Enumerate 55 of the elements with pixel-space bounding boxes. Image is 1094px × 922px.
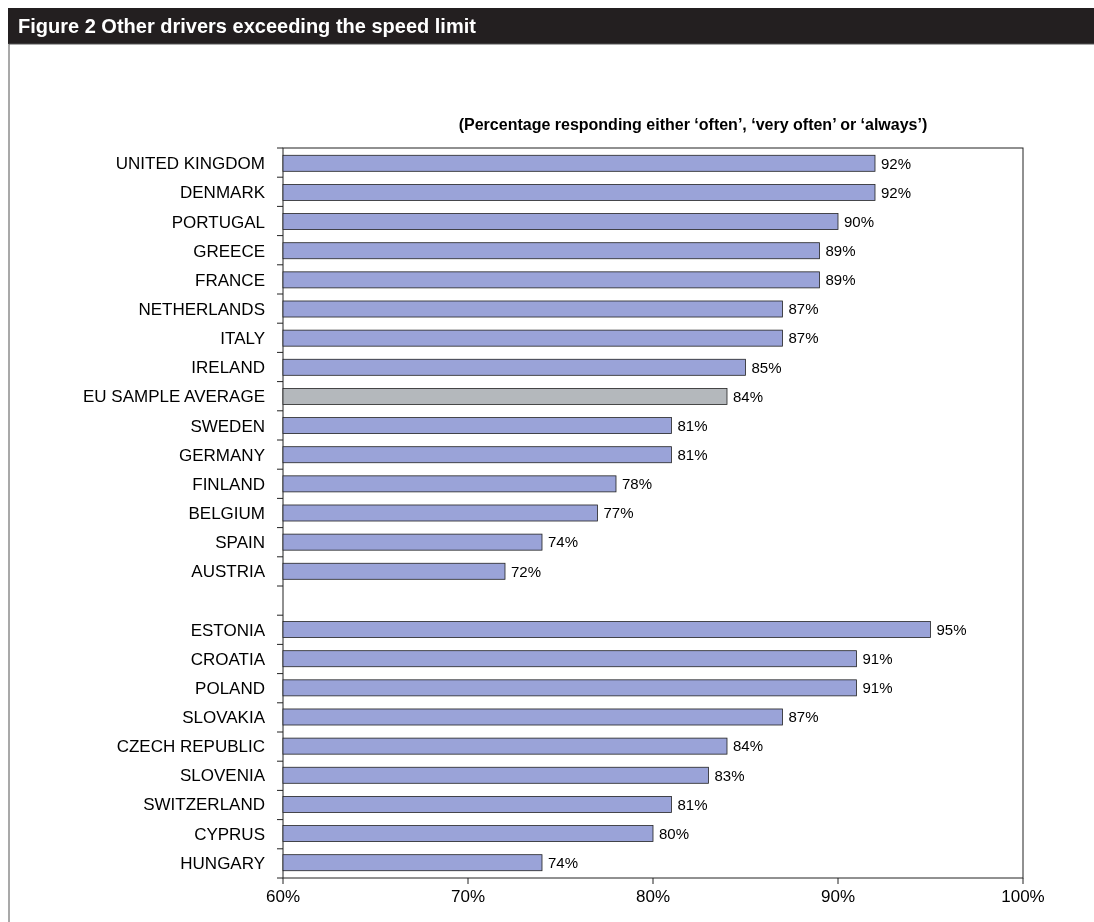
data-label: 87% bbox=[788, 329, 819, 347]
chart-subtitle: (Percentage responding either ‘often’, ‘very often’ or ‘always’) bbox=[458, 116, 928, 133]
data-label: 89% bbox=[825, 241, 856, 259]
y-tick-label: ESTONIA bbox=[190, 620, 266, 640]
y-tick-label: SWEDEN bbox=[190, 416, 265, 436]
x-tick-label: 80% bbox=[635, 887, 671, 906]
y-tick-label: BELGIUM bbox=[188, 503, 265, 523]
data-label: 74% bbox=[548, 853, 579, 871]
data-label: 81% bbox=[677, 445, 708, 463]
y-tick-label: GERMANY bbox=[179, 445, 265, 465]
y-tick-label: AUSTRIA bbox=[191, 562, 266, 582]
y-tick-label: SPAIN bbox=[215, 533, 265, 553]
y-tick-label: HUNGARY bbox=[180, 853, 265, 873]
y-tick-label: IRELAND bbox=[191, 358, 265, 378]
data-label: 81% bbox=[677, 416, 708, 434]
y-tick-label: CROATIA bbox=[190, 649, 266, 669]
data-label: 81% bbox=[677, 795, 708, 813]
data-label: 78% bbox=[622, 475, 653, 493]
data-label: 87% bbox=[788, 300, 819, 318]
y-tick-label: DENMARK bbox=[179, 183, 266, 203]
y-tick-label: FRANCE bbox=[195, 270, 265, 290]
y-tick-label: CZECH REPUBLIC bbox=[116, 737, 265, 757]
chart-title: Figure 2 Other drivers exceeding the speed limit bbox=[18, 15, 477, 37]
x-tick-label: 100% bbox=[1001, 887, 1045, 906]
y-tick-label: POLAND bbox=[195, 678, 265, 698]
y-tick-label: GREECE bbox=[193, 241, 265, 261]
data-label: 84% bbox=[733, 387, 764, 405]
data-label: 85% bbox=[751, 358, 782, 376]
data-label: 87% bbox=[788, 708, 819, 726]
x-tick-label: 70% bbox=[450, 887, 486, 906]
y-tick-label: NETHERLANDS bbox=[138, 299, 265, 319]
data-label: 89% bbox=[825, 271, 856, 289]
data-label: 74% bbox=[548, 533, 579, 551]
data-label: 83% bbox=[714, 766, 745, 784]
data-label: 80% bbox=[659, 824, 690, 842]
y-tick-label: UNITED KINGDOM bbox=[115, 154, 265, 174]
data-label: 77% bbox=[603, 504, 634, 522]
data-label: 91% bbox=[862, 679, 893, 697]
y-tick-label: PORTUGAL bbox=[171, 212, 265, 232]
y-tick-label: EU SAMPLE AVERAGE bbox=[82, 387, 265, 407]
y-tick-label: CYPRUS bbox=[194, 824, 265, 844]
y-tick-label: ITALY bbox=[220, 329, 265, 349]
data-label: 92% bbox=[881, 154, 912, 172]
data-label: 90% bbox=[844, 212, 875, 230]
y-tick-label: SLOVENIA bbox=[179, 766, 266, 786]
y-tick-label: SLOVAKIA bbox=[182, 707, 266, 727]
x-tick-label: 90% bbox=[820, 887, 856, 906]
data-label: 91% bbox=[862, 649, 893, 667]
data-label: 95% bbox=[936, 620, 967, 638]
x-tick-label: 60% bbox=[265, 887, 301, 906]
data-label: 92% bbox=[881, 183, 912, 201]
y-tick-label: SWITZERLAND bbox=[143, 795, 265, 815]
data-label: 72% bbox=[511, 562, 542, 580]
y-tick-label: FINLAND bbox=[192, 474, 265, 494]
data-label: 84% bbox=[733, 737, 764, 755]
